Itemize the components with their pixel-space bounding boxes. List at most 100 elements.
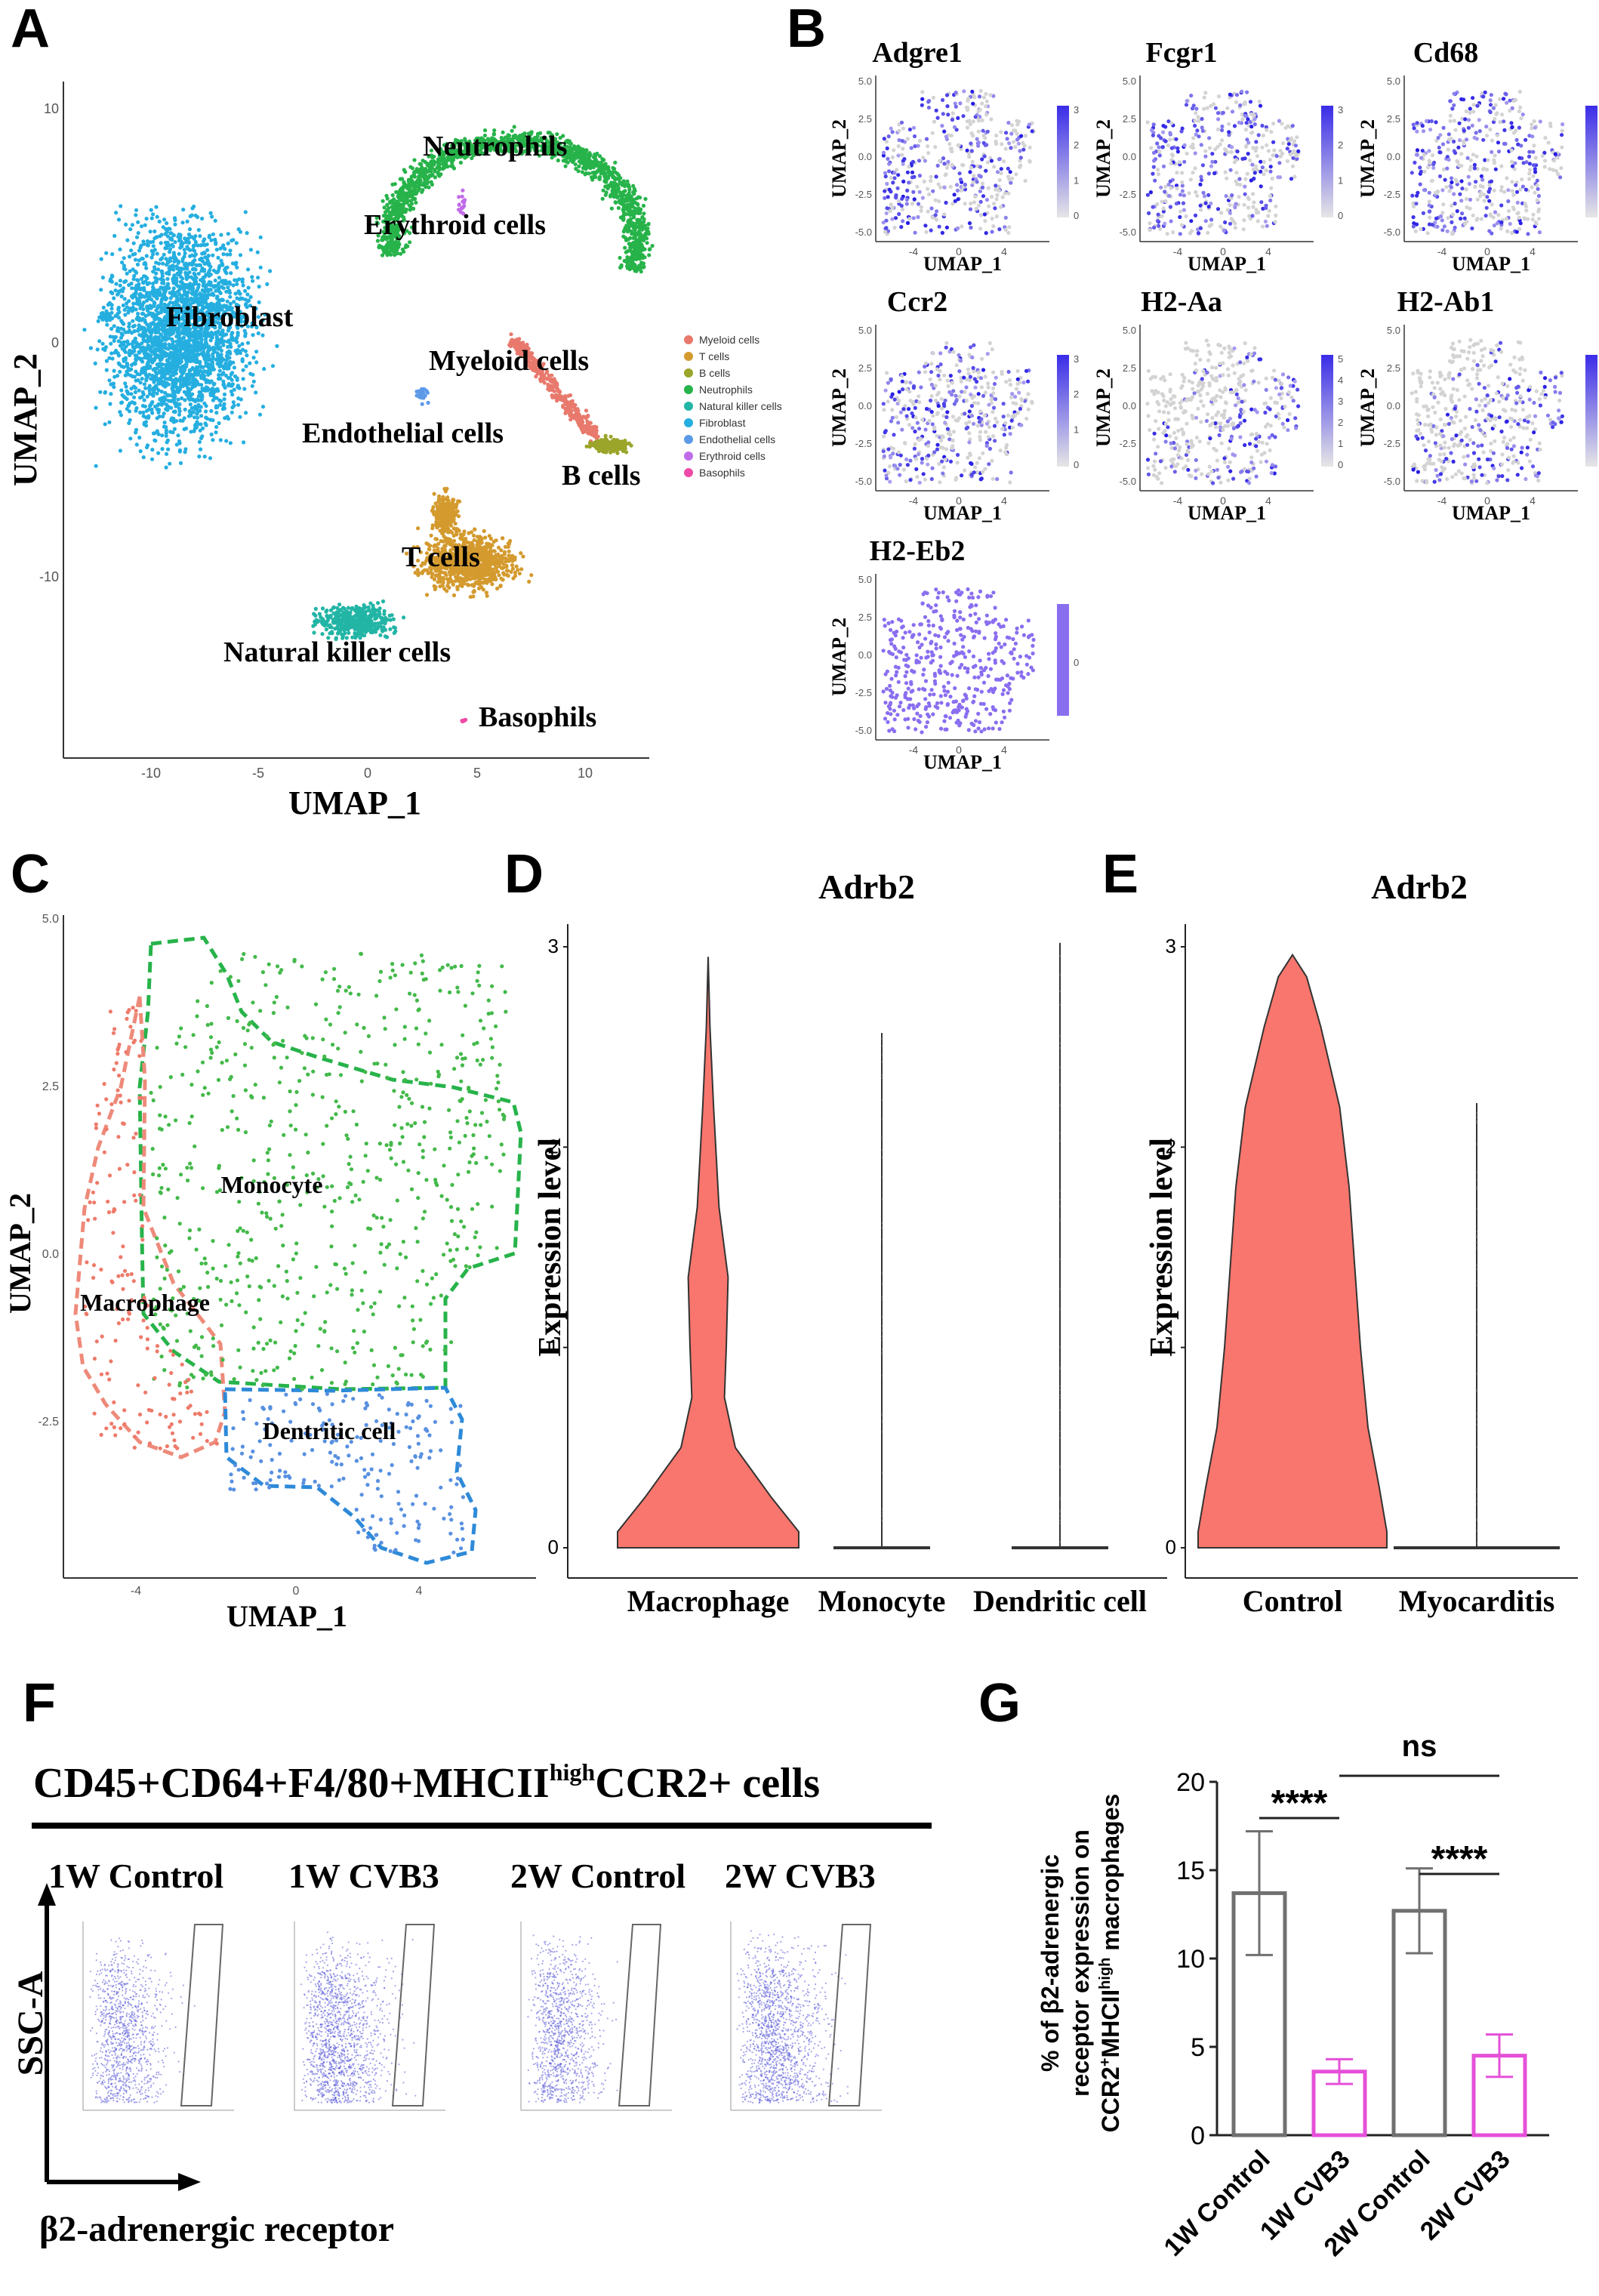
cell-dot — [184, 349, 188, 353]
cell-dot — [139, 295, 143, 299]
cell-dot — [580, 153, 584, 157]
cell-dot — [186, 285, 189, 289]
cell-dot — [171, 340, 174, 344]
cell-dot — [113, 314, 117, 318]
cell-dot — [193, 415, 196, 419]
cell-dot — [571, 160, 575, 164]
cell-dot — [128, 436, 132, 440]
cell-dot — [637, 208, 641, 212]
cell-dot — [622, 208, 626, 211]
cell-dot — [209, 211, 213, 215]
cell-dot — [385, 247, 389, 251]
cell-dot — [122, 365, 126, 369]
cell-dot — [151, 285, 155, 289]
cell-dot — [242, 377, 245, 381]
cell-dot — [600, 157, 604, 161]
cell-dot — [256, 276, 260, 279]
cell-dot — [161, 319, 165, 323]
cell-dot — [613, 161, 617, 165]
cell-dot — [199, 374, 202, 378]
cell-dot — [103, 390, 107, 394]
cell-dot — [200, 217, 204, 220]
cell-dot — [210, 214, 214, 218]
cell-dot — [251, 333, 254, 337]
cell-dot — [191, 267, 195, 271]
cell-dot — [178, 409, 182, 413]
cell-dot — [218, 345, 222, 349]
cell-dot — [112, 324, 116, 328]
cell-dot — [173, 427, 177, 431]
cell-dot — [193, 358, 196, 362]
cell-dot — [163, 381, 167, 384]
cell-dot — [235, 296, 239, 300]
cell-dot — [125, 370, 128, 374]
cell-dot — [205, 296, 209, 300]
cell-dot — [509, 332, 513, 336]
cell-dot — [113, 350, 117, 354]
cell-dot — [134, 406, 138, 410]
cell-dot — [177, 252, 181, 256]
cell-dot — [131, 223, 134, 227]
cell-dot — [239, 292, 242, 296]
cell-dot — [241, 357, 245, 361]
cell-dot — [223, 247, 226, 251]
cell-dot — [228, 350, 232, 353]
cell-dot — [157, 328, 161, 331]
cell-dot — [621, 443, 624, 447]
cell-dot — [458, 203, 461, 207]
cell-dot — [212, 368, 216, 371]
cell-dot — [204, 337, 208, 341]
cell-dot — [173, 216, 177, 220]
cell-dot — [199, 369, 202, 373]
cell-dot — [149, 334, 153, 338]
cell-dot — [178, 357, 182, 361]
cell-dot — [177, 353, 180, 357]
cell-dot — [214, 284, 217, 288]
cell-dot — [122, 256, 126, 260]
cell-dot — [497, 573, 501, 577]
cell-dot — [143, 398, 146, 402]
cell-dot — [170, 378, 174, 381]
cell-dot — [624, 212, 627, 216]
cell-dot — [162, 253, 166, 257]
cell-dot — [201, 388, 205, 392]
cell-dot — [642, 255, 646, 259]
cell-dot — [168, 250, 171, 254]
cell-dot — [146, 243, 149, 247]
cell-dot — [197, 455, 201, 458]
cell-dot — [181, 336, 185, 340]
cell-dot — [230, 336, 233, 340]
cell-dot — [165, 402, 168, 406]
cell-dot — [203, 251, 207, 255]
cell-dot — [230, 378, 234, 382]
cell-dot — [629, 197, 633, 201]
cell-dot — [171, 291, 175, 295]
cell-dot — [176, 388, 180, 392]
cell-dot — [177, 288, 181, 291]
cell-dot — [217, 399, 221, 402]
cell-dot — [118, 370, 122, 374]
cell-dot — [223, 393, 226, 396]
cell-dot — [618, 256, 622, 260]
cell-dot — [627, 260, 630, 264]
cell-dot — [123, 381, 127, 385]
cell-dot — [119, 388, 123, 392]
cell-dot — [390, 205, 394, 208]
cell-dot — [404, 243, 408, 247]
cell-dot — [564, 165, 568, 168]
cell-dot — [504, 564, 508, 568]
cell-dot — [521, 341, 525, 344]
cell-dot — [621, 202, 625, 205]
cell-dot — [218, 369, 222, 373]
cell-dot — [130, 363, 134, 367]
cell-dot — [244, 411, 248, 415]
cell-dot — [155, 371, 159, 375]
cell-dot — [217, 377, 220, 381]
cell-dot — [604, 434, 608, 438]
cell-dot — [94, 406, 97, 410]
cell-dot — [254, 350, 258, 353]
cell-dot — [160, 286, 164, 290]
cell-dot — [609, 435, 613, 439]
cell-dot — [223, 268, 226, 272]
cell-dot — [219, 247, 223, 251]
